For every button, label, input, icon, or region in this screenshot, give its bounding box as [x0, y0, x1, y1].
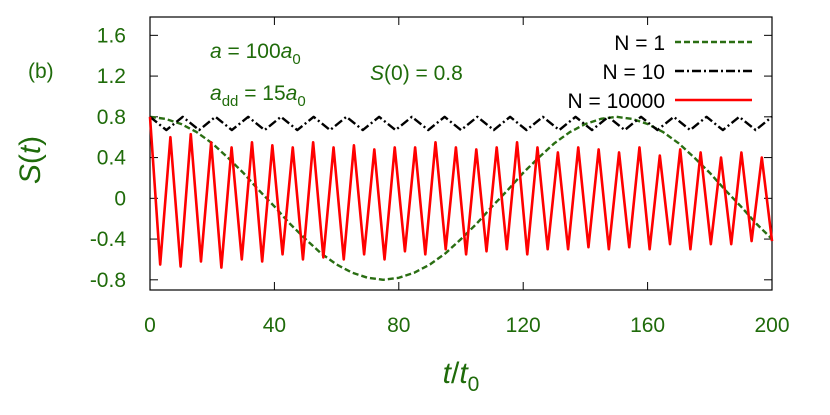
- y-tick-label: 0.4: [97, 147, 127, 170]
- annotation: (b): [28, 60, 54, 83]
- y-tick-label: 1.6: [97, 24, 126, 47]
- y-axis-label: S(t): [14, 136, 47, 184]
- y-tick-label: 0: [114, 187, 126, 210]
- x-tick-label: 80: [387, 314, 410, 337]
- annotation: add = 15a0: [210, 82, 306, 110]
- series-line: [148, 116, 774, 269]
- plot-frame: [149, 16, 773, 291]
- legend-label: N = 10000: [568, 90, 666, 113]
- y-tick-label: -0.4: [90, 228, 127, 251]
- annotation: a = 100a0: [210, 40, 301, 68]
- y-tick-label: 0.8: [97, 106, 126, 129]
- x-tick-label: 0: [144, 314, 156, 337]
- x-tick-label: 160: [630, 314, 665, 337]
- y-tick-label: -0.8: [90, 269, 126, 292]
- annotation: S(0) = 0.8: [370, 62, 463, 85]
- x-axis-label: t/t0: [443, 357, 480, 396]
- series-line: [149, 115, 773, 282]
- series-line: [149, 115, 773, 132]
- legend-label: N = 1: [614, 32, 665, 55]
- legend-label: N = 10: [603, 61, 665, 84]
- x-tick-label: 200: [754, 314, 789, 337]
- y-tick-label: 1.2: [97, 65, 126, 88]
- x-tick-label: 120: [506, 314, 541, 337]
- x-tick-label: 40: [263, 314, 286, 337]
